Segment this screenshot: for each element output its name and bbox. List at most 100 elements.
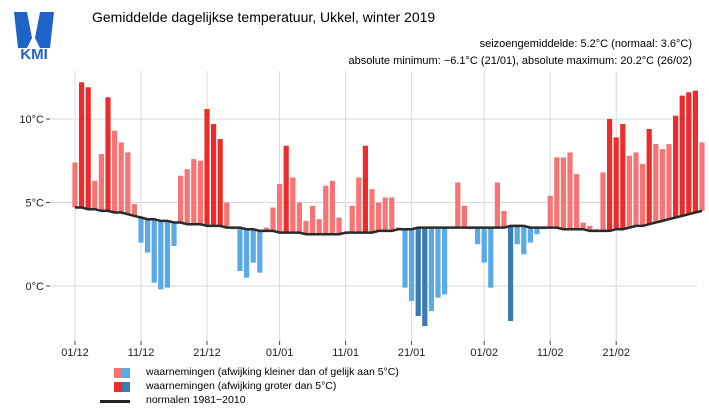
temperature-bar <box>633 152 639 226</box>
temperature-bar <box>481 227 487 263</box>
x-tick-label: 01/01 <box>266 347 294 359</box>
temperature-bar <box>547 195 553 228</box>
temperature-bar <box>151 219 157 283</box>
bars-layer <box>72 82 705 327</box>
temperature-bar <box>250 229 256 263</box>
temperature-bar <box>475 227 481 245</box>
temperature-bar <box>580 222 586 230</box>
temperature-bar <box>692 90 698 213</box>
temperature-bar <box>666 144 672 220</box>
x-tick-label: 21/02 <box>602 347 630 359</box>
temperature-bar <box>686 92 692 215</box>
x-tick-label: 11/01 <box>332 347 359 359</box>
temperature-bar <box>244 229 250 278</box>
temperature-bar <box>329 180 335 235</box>
temperature-bar <box>461 205 467 228</box>
chart-title: Gemiddelde dagelijkse temperatuur, Ukkel… <box>92 9 436 25</box>
temperature-bar <box>514 225 520 245</box>
temperature-bar <box>98 154 104 211</box>
temperature-bar <box>422 227 428 327</box>
temperature-bar <box>587 225 593 231</box>
temperature-bar <box>211 124 217 226</box>
season-average-text: seizoengemiddelde: 5.2°C (normaal: 3.6°C… <box>479 38 692 50</box>
temperature-bar <box>257 230 263 273</box>
temperature-bar <box>699 142 705 211</box>
temperature-bar <box>659 149 665 221</box>
x-tick-label: 11/02 <box>537 347 564 359</box>
normal-line-layer <box>75 206 703 236</box>
x-tick-label: 11/12 <box>128 347 155 359</box>
temperature-bar <box>296 202 302 233</box>
temperature-bar <box>626 155 632 228</box>
temperature-bar <box>184 169 190 225</box>
temperature-bar <box>224 202 230 228</box>
temperature-bar <box>673 115 679 218</box>
temperature-bar <box>191 159 197 225</box>
temperature-bar <box>389 197 395 231</box>
temperature-bar <box>356 177 362 233</box>
legend-swatch-blue-dark <box>122 382 130 392</box>
temperature-bar <box>138 217 144 243</box>
temperature-bar <box>415 227 421 317</box>
temperature-bar <box>574 174 580 230</box>
temperature-bar <box>277 184 283 233</box>
temperature-bar <box>290 177 296 233</box>
temperature-bar <box>435 227 441 298</box>
normal-temperature-line <box>75 206 703 236</box>
temperature-bar <box>613 137 619 230</box>
logo-text: KMI <box>20 46 48 63</box>
temperature-bar <box>428 227 434 312</box>
legend-swatch-red-dark <box>114 382 122 392</box>
temperature-bar <box>560 157 566 230</box>
x-tick-label: 01/12 <box>61 347 89 359</box>
temperature-bar <box>442 227 448 295</box>
temperature-bar <box>178 175 184 223</box>
legend-label-small: waarnemingen (afwijking kleiner dan of g… <box>146 366 399 378</box>
temperature-bar <box>323 185 329 235</box>
temperature-bar <box>409 229 415 302</box>
absolute-extremes-text: absolute minimum: −6.1°C (21/01), absolu… <box>348 55 692 67</box>
x-tick-label: 21/01 <box>398 347 426 359</box>
temperature-bar <box>72 162 78 208</box>
temperature-bar <box>488 227 494 288</box>
temperature-bar <box>646 129 652 225</box>
temperature-bar <box>567 152 573 230</box>
temperature-bar <box>164 220 170 288</box>
temperature-bar <box>217 139 223 226</box>
temperature-bar <box>508 225 514 322</box>
temperature-bar <box>534 227 540 235</box>
temperature-bar <box>197 160 203 225</box>
temperature-bar <box>131 204 137 216</box>
temperature-bar <box>349 205 355 233</box>
temperature-bar <box>554 157 560 228</box>
temperature-bar <box>118 142 124 213</box>
x-tick-label: 21/12 <box>193 347 221 359</box>
temperature-bar <box>382 197 388 231</box>
temperature-bar <box>112 130 118 213</box>
temperature-bar <box>145 219 151 253</box>
temperature-bar <box>455 182 461 228</box>
x-tick-label: 01/02 <box>470 347 498 359</box>
temperature-bar <box>501 210 507 228</box>
temperature-bar <box>303 220 309 235</box>
temperature-bar <box>237 227 243 271</box>
temperature-bar <box>494 182 500 228</box>
temperature-bar <box>270 207 276 231</box>
y-tick-labels: 0°C 5°C 10°C <box>19 114 44 293</box>
temperature-bar <box>521 225 527 255</box>
legend-swatch-blue-light <box>122 368 130 378</box>
temperature-bar <box>607 119 613 231</box>
temperature-bar <box>92 180 98 210</box>
y-tick-label: 0°C <box>26 281 45 293</box>
temperature-bar <box>679 95 685 216</box>
temperature-bar <box>204 108 210 226</box>
legend-swatch-red-light <box>114 368 122 378</box>
temperature-bar <box>283 145 289 233</box>
temperature-bar <box>171 222 177 246</box>
legend-label-large: waarnemingen (afwijking groter dan 5°C) <box>146 380 337 392</box>
temperature-bar <box>316 219 322 235</box>
temperature-bar <box>125 152 131 215</box>
temperature-bar <box>158 220 164 290</box>
temperature-bar <box>336 217 342 235</box>
